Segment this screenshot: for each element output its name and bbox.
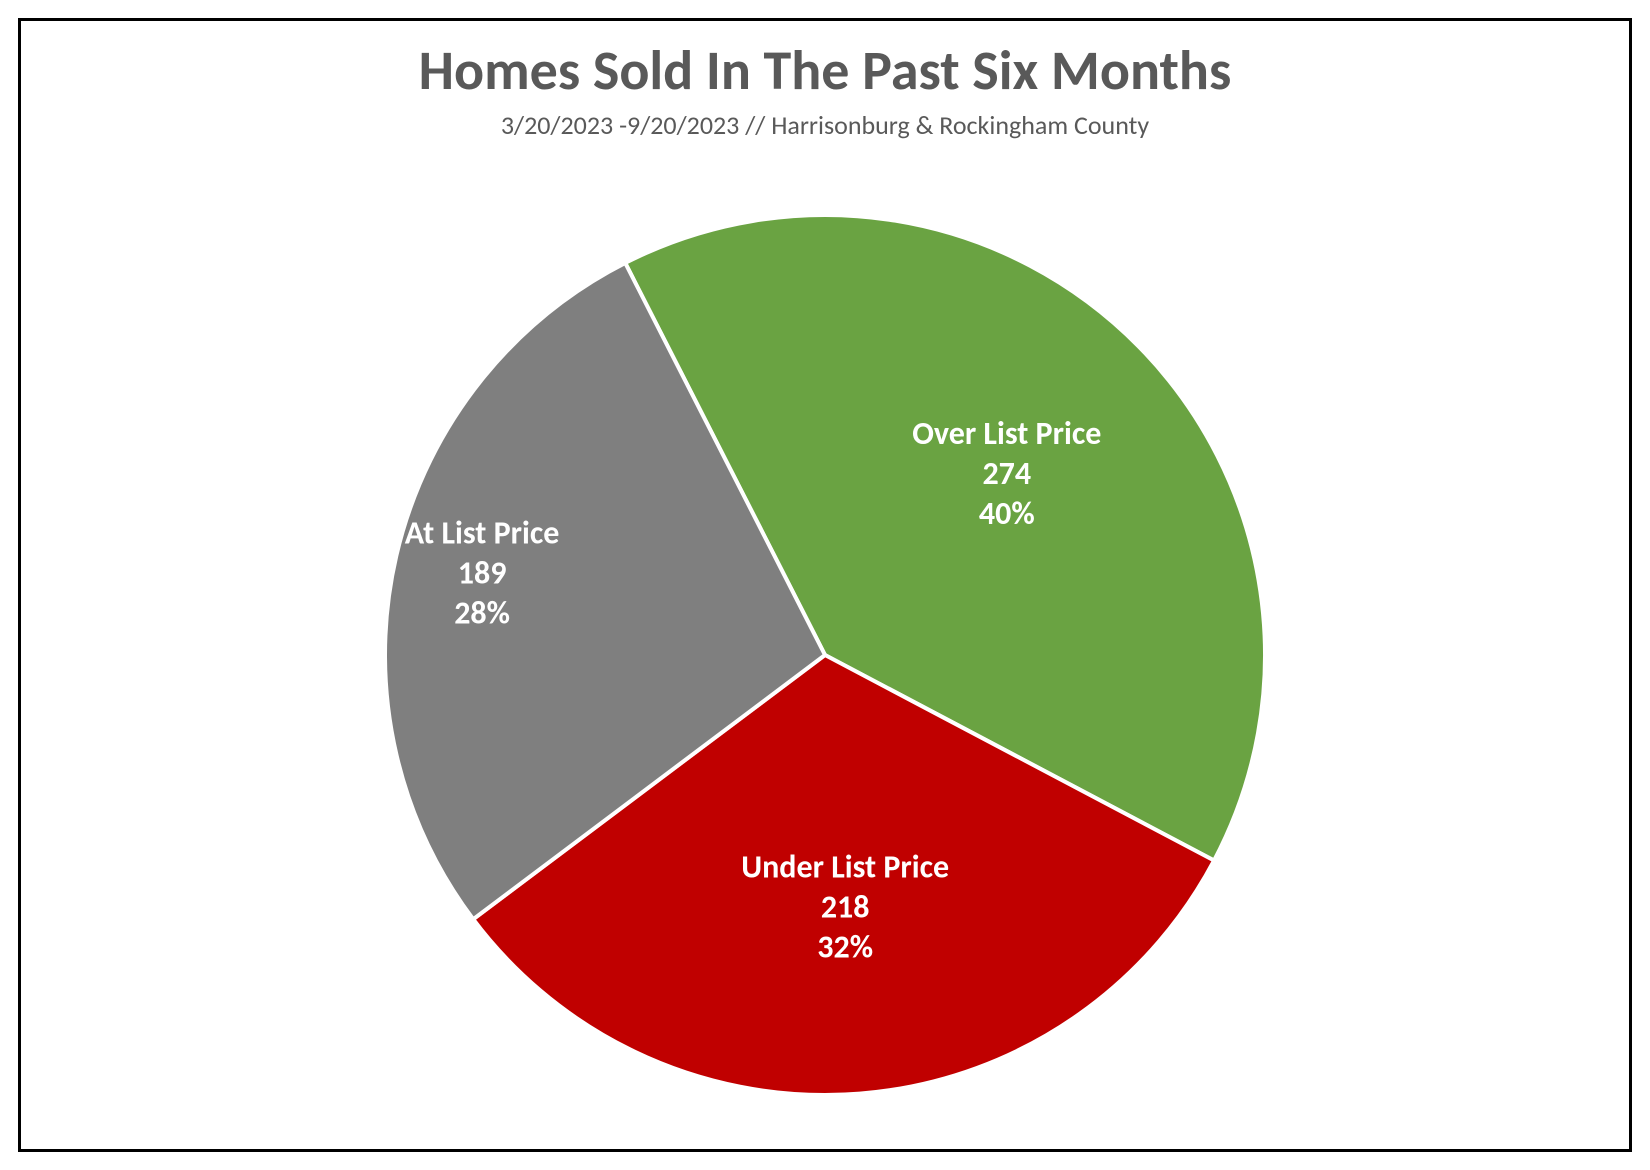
- chart-title: Homes Sold In The Past Six Months: [419, 41, 1232, 103]
- outer-frame: Homes Sold In The Past Six Months 3/20/2…: [0, 0, 1650, 1170]
- pie-chart: Over List Price27440%Under List Price218…: [225, 175, 1425, 1115]
- chart-subtitle: 3/20/2023 -9/20/2023 // Harrisonburg & R…: [419, 109, 1232, 141]
- chart-frame: Homes Sold In The Past Six Months 3/20/2…: [18, 18, 1632, 1152]
- title-block: Homes Sold In The Past Six Months 3/20/2…: [419, 41, 1232, 141]
- pie-container: Over List Price27440%Under List Price218…: [21, 141, 1629, 1149]
